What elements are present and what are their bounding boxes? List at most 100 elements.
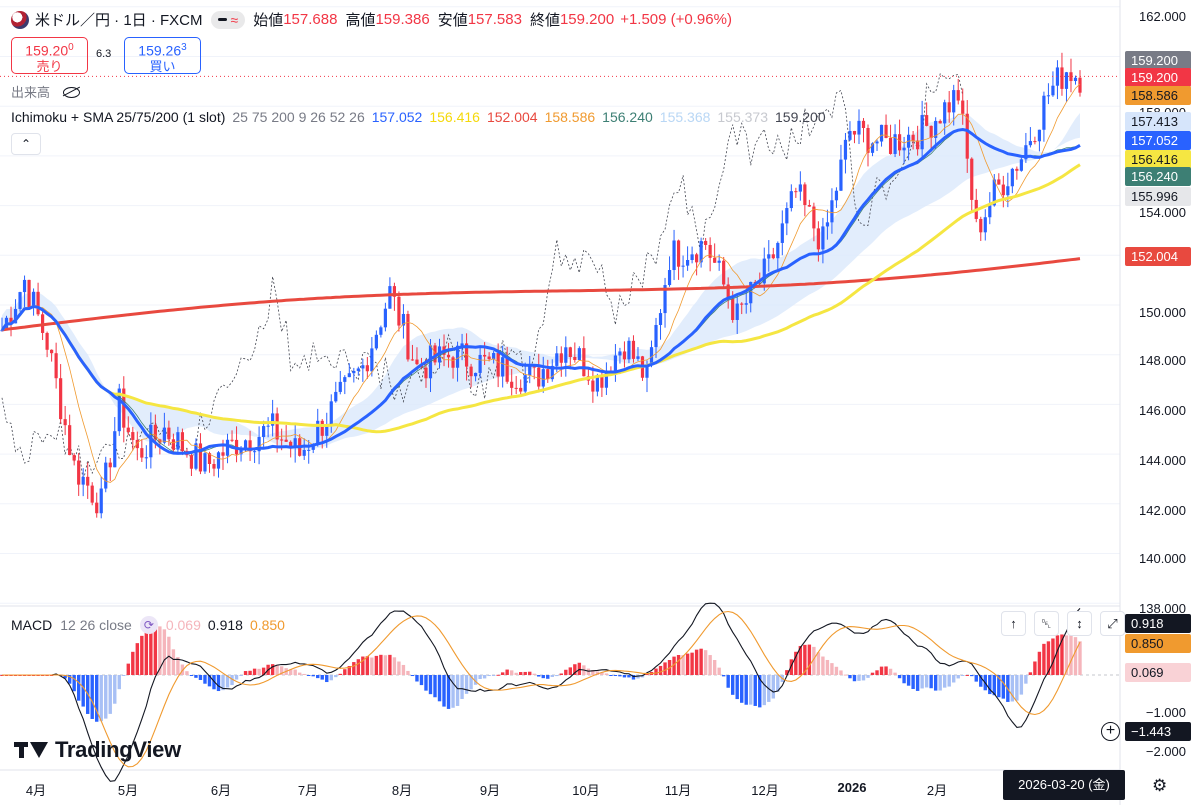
price-axis-label: 140.000 [1139,551,1186,566]
price-tag: 158.586 [1125,86,1191,105]
indicator-value-1: 156.416 [429,109,480,125]
macd-histogram-bar [144,630,149,675]
candle-body [699,240,703,263]
macd-histogram-bar [1060,634,1064,675]
candle-body [1055,67,1060,86]
macd-histogram-bar [379,654,383,675]
macd-histogram-bar [961,675,965,676]
macd-histogram-bar [279,666,284,675]
macd-histogram-bar [153,622,158,675]
candle-body [541,369,545,387]
collapse-legend-button[interactable]: ⌃ [11,133,41,155]
macd-tag: 0.918 [1125,614,1191,633]
move-pane-up-button[interactable]: ↑ [1001,611,1026,636]
macd-histogram-bar [108,675,112,714]
maximize-icon: ⤢ [1107,615,1118,631]
candle-body [893,134,897,154]
candle-body [514,387,518,389]
macd-histogram-bar [654,668,658,675]
candle-body [852,130,857,135]
macd-histogram-bar [586,668,591,675]
candle-body [13,308,18,324]
macd-histogram-bar [970,675,974,677]
candle-body [758,282,762,284]
macd-histogram-bar [81,675,85,707]
macd-histogram-bar [149,623,153,675]
candle-body [546,369,550,380]
delete-pane-button[interactable]: ␡ [1034,611,1059,636]
candle-body [379,327,383,335]
macd-histogram-bar [428,675,433,695]
macd-histogram-bar [803,644,807,675]
candle-body [510,381,514,388]
macd-histogram-bar [347,665,352,675]
time-axis-label: 11月 [664,783,692,798]
time-axis-label: 8月 [391,783,413,798]
candle-body [992,179,996,206]
macd-histogram-bar [717,667,721,675]
macd-histogram-bar [383,655,388,675]
tradingview-logo[interactable]: TradingView [14,737,181,763]
candle-body [59,378,63,420]
candle-body [834,190,839,201]
symbol-title[interactable]: 米ドル／円 · 1日 · FXCM [35,12,203,29]
candle-body [604,370,609,388]
macd-legend[interactable]: MACD 12 26 close ⟳ 0.069 0.918 0.850 [11,616,292,634]
macd-histogram-bar [568,667,573,675]
chart-style-toggle[interactable]: ≈ [210,10,246,29]
candle-body [681,265,685,267]
macd-histogram-bar [343,669,347,675]
candle-body [952,90,956,113]
macd-histogram-bar [126,663,130,675]
eye-hidden-icon[interactable] [62,86,81,98]
candle-body [424,367,428,379]
macd-histogram-bar [974,675,978,682]
macd-histogram-bar [451,675,455,708]
candle-body [225,439,230,456]
macd-histogram-bar [99,675,103,722]
candle-body [875,141,879,144]
macd-histogram-bar [117,675,121,690]
macd-histogram-bar [744,675,748,705]
candle-body [63,419,67,426]
volume-legend[interactable]: 出来高 [11,82,81,101]
collapse-pane-button[interactable]: ↕ [1067,611,1092,636]
macd-histogram-bar [311,675,315,677]
buy-button[interactable]: 159.263 買い [124,37,201,74]
macd-histogram-bar [870,672,875,675]
gear-icon[interactable]: ⚙ [1152,776,1168,795]
macd-histogram-bar [302,673,306,675]
candle-body [780,223,784,243]
macd-histogram-bar [1019,675,1024,695]
candle-body [302,449,306,456]
macd-histogram-bar [1037,651,1042,675]
candle-body [189,455,194,469]
candle-body [126,427,130,433]
sell-button[interactable]: 159.200 売り [11,37,88,74]
macd-histogram-bar [740,675,744,703]
macd-histogram-bar [316,675,320,679]
maximize-pane-button[interactable]: ⤢ [1100,611,1125,636]
refresh-icon[interactable]: ⟳ [139,616,158,634]
candle-body [496,353,500,377]
tradingview-mark-icon [14,740,48,760]
indicator-legend[interactable]: Ichimoku + SMA 25/75/200 (1 slot) 25 75 … [11,109,833,125]
macd-histogram-bar [906,675,911,686]
candle-body [307,449,311,451]
candle-body [144,457,148,459]
macd-histogram-bar [992,675,997,696]
candle-body [1024,145,1028,160]
macd-histogram-bar [1078,641,1082,675]
candle-body [749,281,753,304]
macd-histogram-bar [275,664,279,675]
macd-histogram-bar [699,648,703,675]
candle-body [740,303,744,305]
plus-icon[interactable]: + [1101,722,1120,741]
candle-body [785,208,789,224]
candle-body [329,401,333,425]
candle-body [356,368,360,371]
macd-histogram-bar [234,675,239,680]
candle-body [695,254,699,263]
candle-body [956,90,960,101]
